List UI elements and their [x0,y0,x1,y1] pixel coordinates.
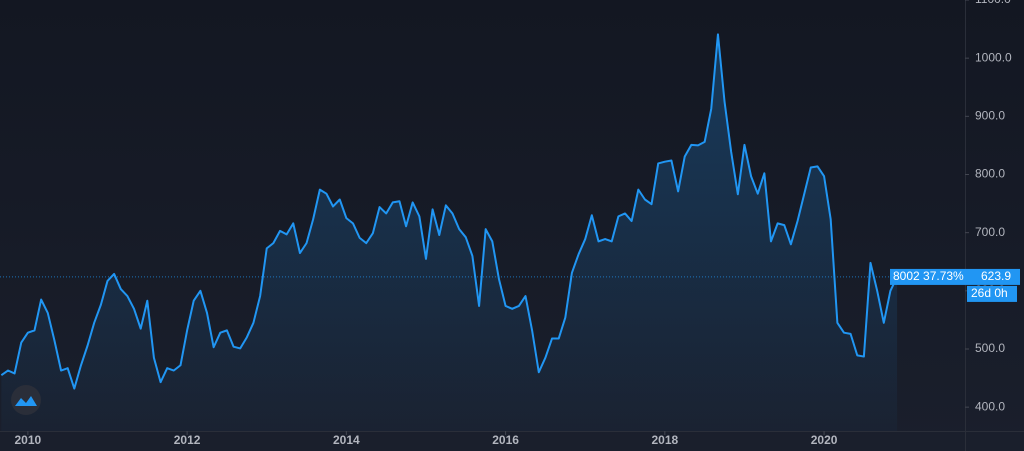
y-tick-label: 700.0 [975,225,1005,239]
y-tick-label: 400.0 [975,399,1005,413]
x-tick-label: 2018 [651,433,678,447]
y-tick-label: 500.0 [975,341,1005,355]
x-tick-label: 2012 [174,433,201,447]
change-label: 8002 37.73% [893,269,964,283]
y-tick-label: 1100.0 [975,0,1011,6]
plot-area [0,33,965,431]
x-tick-label: 2010 [15,433,42,447]
y-tick-label: 800.0 [975,167,1005,181]
x-tick-label: 2020 [811,433,838,447]
price-line [0,33,898,390]
y-tick-label: 900.0 [975,109,1005,123]
countdown-label: 26d 0h [971,286,1008,300]
logo-icon [15,396,37,406]
y-tick-label: 1000.0 [975,50,1012,64]
logo [11,385,41,415]
logo-circle [11,385,41,415]
price-label: 623.9 [981,269,1011,283]
x-tick-label: 2014 [333,433,360,447]
axes: 400.0500.0600.0700.0800.0900.01000.01100… [15,0,1012,447]
x-tick-label: 2016 [492,433,519,447]
countdown-badge [967,285,1017,302]
last-price-badge [890,268,1020,285]
